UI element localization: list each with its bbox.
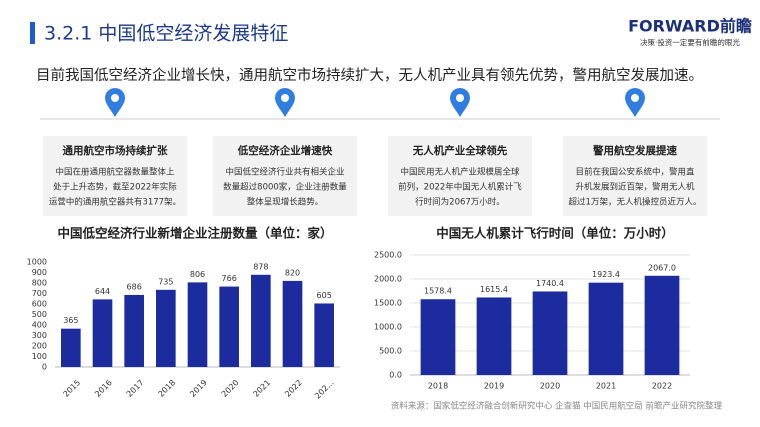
bar [219,286,239,367]
card-text: 数量超过8000家，企业注册数量 [223,182,347,193]
card-title: 警用航空发展提速 [592,144,677,157]
pin [450,88,470,117]
x-tick-label: 2019 [188,378,209,399]
bar [644,275,680,375]
bar [532,291,568,375]
pin-dot [456,94,464,102]
y-tick-label: 500 [32,310,47,319]
bar [156,289,176,367]
value-label: 2067.0 [648,263,676,272]
bar [251,274,271,367]
y-tick-label: 400 [32,321,47,330]
x-tick-label: 2020 [220,378,241,399]
card-text: 中国低空经济行业共有相关企业 [225,167,344,178]
y-tick-label: 500.0 [379,347,402,356]
card-title: 通用航空市场持续扩张 [63,144,168,157]
card-text: 整体呈现增长趋势。 [247,197,324,208]
card [563,136,707,216]
slide-title: 3.2.1 中国低空经济发展特征 [44,23,288,45]
value-label: 1923.4 [592,270,620,279]
bar [314,303,334,367]
value-label: 878 [253,262,268,271]
x-tick-label: 2018 [428,382,448,391]
y-tick-label: 900 [32,268,47,277]
y-tick-label: 2500.0 [374,251,402,260]
card-text: 前列，2022年中国无人机累计飞 [398,182,522,193]
value-label: 806 [190,270,205,279]
bar [420,299,456,375]
bar [61,328,81,367]
x-tick-label: 2018 [156,378,177,399]
y-tick-label: 300 [32,331,47,340]
y-tick-label: 1000.0 [374,323,402,332]
y-tick-label: 1000 [27,258,47,267]
card-text: 超过1万架，无人机操控员近万人。 [569,197,702,208]
pin [105,88,125,117]
summary: 目前我国低空经济企业增长快，通用航空市场持续扩大，无人机产业具有领先优势，警用航… [36,66,703,84]
pin [625,88,645,117]
card-text: 行时间为2067万小时。 [415,197,505,208]
source: 资料来源：国家低空经济融合创新研究中心 企查猫 中国民用航空局 前瞻产业研究院整… [391,401,723,412]
card-title: 低空经济企业增速快 [237,144,333,157]
chart-title: 中国无人机累计飞行时间（单位：万小时） [436,226,674,241]
pin-dot [111,94,119,102]
y-tick-label: 0 [42,363,47,372]
x-tick-label: 2022 [652,382,672,391]
value-label: 1578.4 [424,287,452,296]
x-tick-label: 2015 [61,378,82,399]
card-text: 中国民用无人机产业规模居全球 [400,167,520,178]
title-accent [30,22,35,44]
slogan: 决策·投资一定要有前瞻的眼光 [640,37,740,47]
bar [187,282,208,367]
y-tick-label: 200 [32,342,47,351]
chart-title: 中国低空经济行业新增企业注册数量（单位：家） [57,226,332,241]
card [213,136,357,216]
value-label: 1740.4 [536,279,564,288]
pin-dot [281,94,289,102]
card [388,136,532,216]
x-tick-label: 2022 [283,378,304,399]
value-label: 686 [127,282,142,291]
value-label: 1615.4 [480,285,508,294]
pin-dot [631,94,639,102]
pin [275,88,295,117]
bar [124,294,144,367]
y-tick-label: 0.0 [389,371,402,380]
x-tick-label: 2019 [484,382,504,391]
card-text: 处于上升态势，截至2022年实际 [53,182,177,193]
y-tick-label: 700 [32,289,47,298]
x-tick-label: 2021 [251,378,272,399]
x-tick-label: 2020 [540,382,560,391]
card-text: 中国在册通用航空器数量整体上 [55,167,175,178]
value-label: 365 [63,316,78,325]
y-tick-label: 100 [32,352,47,361]
card-text: 运营中的通用航空器共有3177架。 [49,197,181,208]
y-tick-label: 600 [32,300,47,309]
bar [588,282,624,375]
x-tick-label: 2016 [93,378,114,399]
bar [92,299,113,367]
card-title: 无人机产业全球领先 [412,144,508,157]
card [43,136,187,216]
value-label: 820 [285,268,300,277]
value-label: 766 [222,274,237,283]
x-tick-label: 2021 [596,382,616,391]
card-text: 升机发展到近百架，警用无人机 [575,182,695,193]
bar [282,280,303,367]
bar [476,297,512,375]
logo: FORWARD前瞻 [628,17,752,36]
card-text: 目前在我国公安系统中，警用直 [575,167,695,178]
y-tick-label: 2000.0 [374,275,402,284]
x-tick-label: 202... [313,378,336,401]
value-label: 644 [95,287,110,296]
value-label: 735 [158,277,173,286]
value-label: 605 [317,291,332,300]
y-tick-label: 800 [32,279,47,288]
x-tick-label: 2017 [125,378,146,399]
y-tick-label: 1500.0 [374,299,402,308]
